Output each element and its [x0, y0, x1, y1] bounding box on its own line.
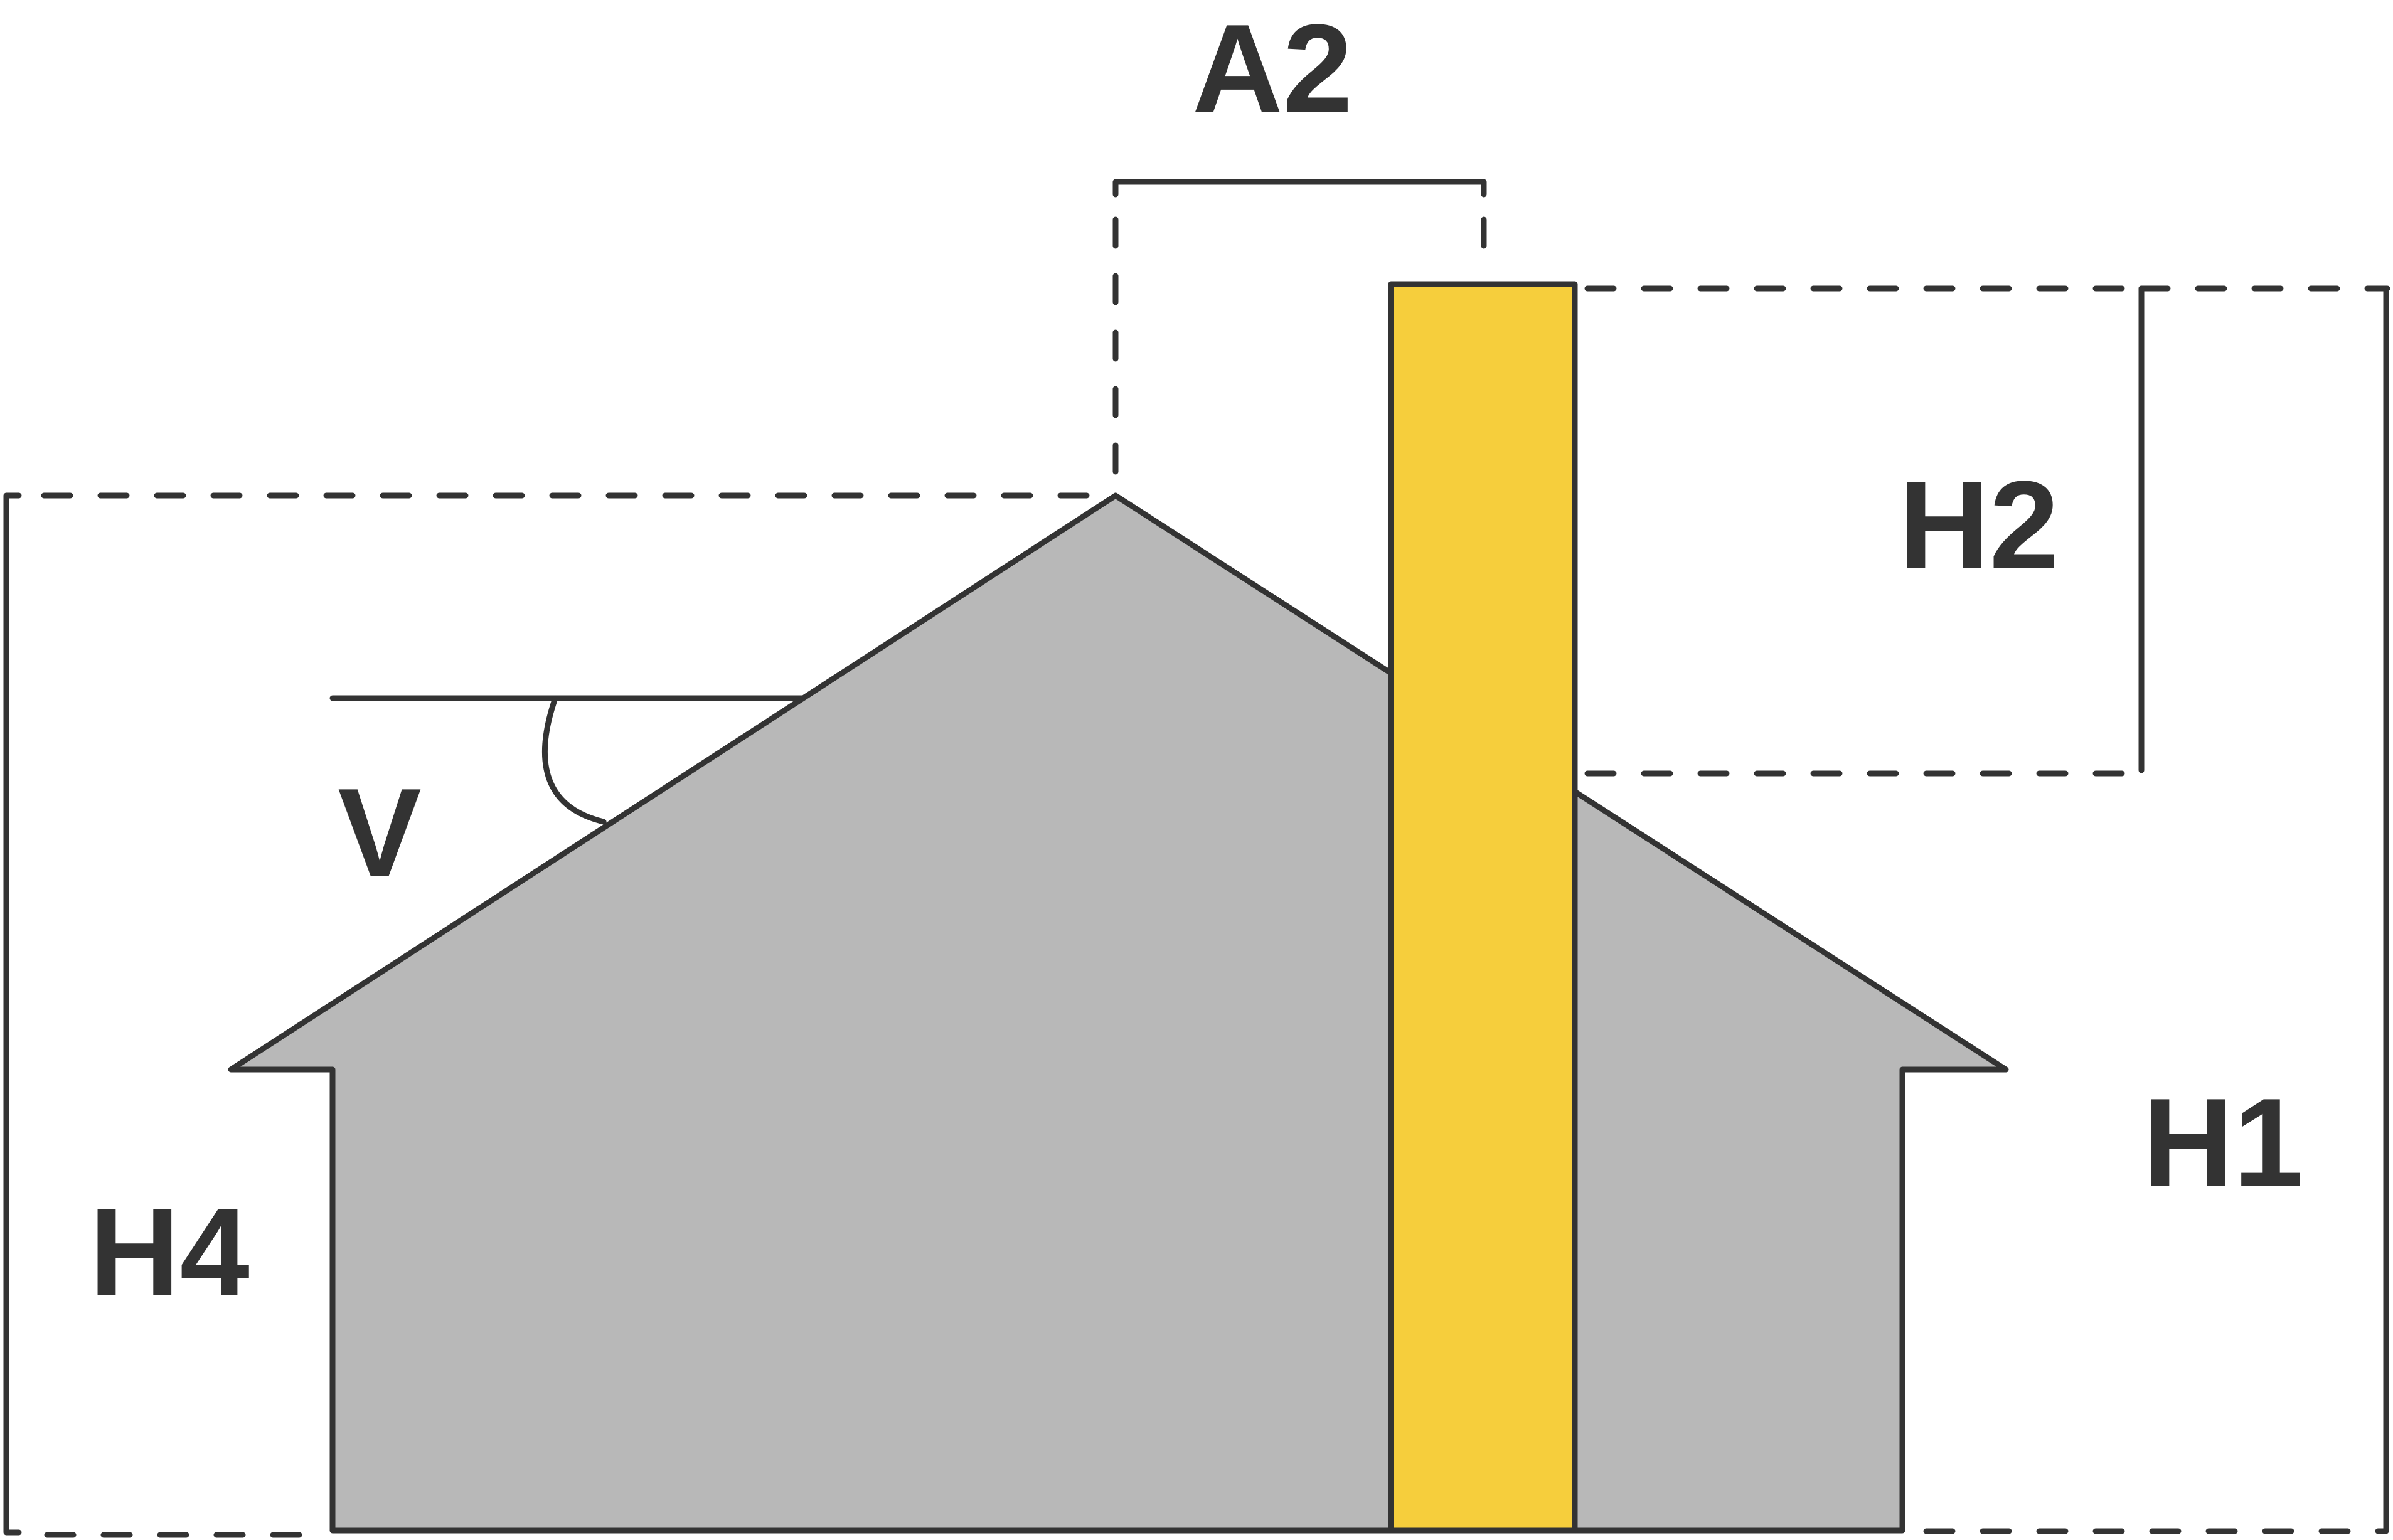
- label-h1: H1: [2143, 1073, 2303, 1213]
- roof-angle-arc: [541, 695, 607, 825]
- label-h2: H2: [1899, 455, 2059, 595]
- label-h4: H4: [89, 1182, 250, 1322]
- label-a2: A2: [1192, 0, 1353, 139]
- a2-dimension-bracket: [1112, 179, 1487, 198]
- chimney: [1388, 281, 1578, 1534]
- h4-dimension-line: [3, 492, 22, 1536]
- h1-dimension-line: [2375, 285, 2389, 1534]
- label-v: V: [338, 763, 421, 903]
- house-shape: [228, 492, 2009, 1534]
